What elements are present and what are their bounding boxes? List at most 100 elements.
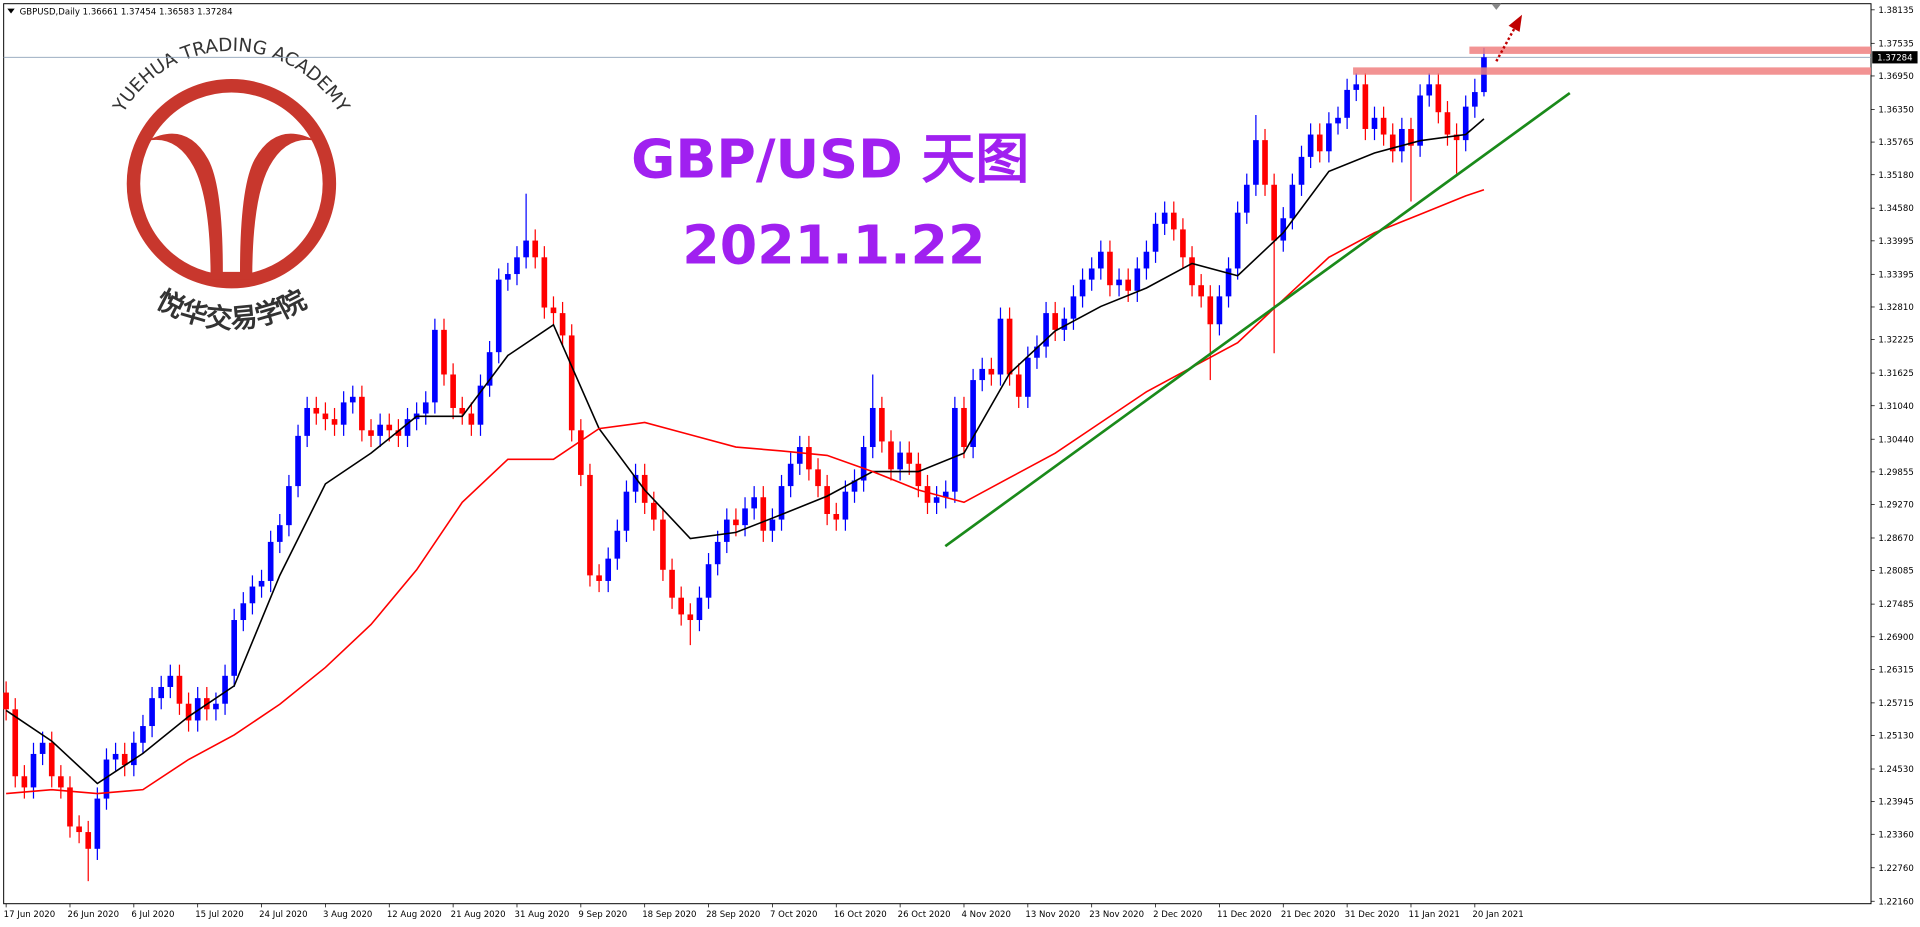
candle-body (1353, 84, 1360, 90)
candle-body (751, 497, 757, 509)
candle-body (1107, 251, 1113, 286)
y-tick-label: 1.24530 (1878, 765, 1913, 775)
candle-body (614, 530, 621, 559)
y-tick-label: 1.23945 (1878, 798, 1913, 808)
candle-body (131, 742, 137, 766)
candle-body (349, 396, 356, 403)
candle-body (687, 614, 694, 621)
x-tick-label: 31 Dec 2020 (1345, 910, 1400, 920)
y-tick-label: 1.36950 (1878, 72, 1913, 82)
y-tick-label: 1.36350 (1878, 105, 1913, 115)
x-tick-label: 21 Aug 2020 (451, 910, 506, 920)
candle-body (468, 413, 475, 425)
candle-body (1262, 140, 1268, 185)
x-tick-label: 16 Oct 2020 (834, 910, 887, 920)
y-tick-label: 1.35180 (1878, 171, 1913, 181)
candle-body (1335, 117, 1341, 124)
candle-body (933, 497, 940, 503)
candle-body (696, 597, 703, 621)
candle-body (1399, 128, 1405, 152)
candle-body (1462, 106, 1469, 141)
candle-body (185, 703, 192, 721)
candle-body (94, 798, 101, 849)
candle-body (796, 447, 803, 464)
x-tick-label: 26 Jun 2020 (68, 910, 120, 920)
candle-body (450, 374, 456, 408)
candle-body (815, 469, 821, 487)
candle-body (222, 675, 228, 704)
candle-body (340, 402, 347, 425)
candle-body (1134, 268, 1141, 291)
candle-body (377, 424, 383, 436)
candle-body (1280, 218, 1287, 241)
x-tick-label: 3 Aug 2020 (323, 910, 372, 920)
y-tick-label: 1.28670 (1878, 534, 1913, 544)
candle-body (824, 486, 830, 514)
y-tick-label: 1.27485 (1878, 600, 1913, 610)
candle-body (906, 452, 913, 464)
candle-body (76, 826, 82, 833)
x-tick-label: 31 Aug 2020 (515, 910, 570, 920)
y-tick-label: 1.28085 (1878, 567, 1913, 577)
candle-body (1207, 296, 1214, 325)
candle-body (860, 447, 867, 481)
x-tick-label: 11 Dec 2020 (1217, 910, 1272, 920)
candle-body (596, 575, 602, 581)
candle-body (1453, 134, 1460, 141)
x-tick-label: 15 Jul 2020 (195, 910, 243, 920)
candle-body (176, 675, 183, 704)
candle-body (879, 407, 885, 442)
candle-body (1006, 318, 1013, 375)
candle-body (1161, 212, 1168, 224)
candle-body (559, 313, 566, 336)
candle-body (304, 407, 310, 436)
candle-body (140, 726, 146, 743)
candle-body (286, 486, 292, 526)
candle-body (888, 441, 894, 470)
candle-body (678, 597, 684, 615)
y-tick-label: 1.29270 (1878, 501, 1913, 511)
header-low: 1.36583 (159, 8, 194, 18)
resistance-band (1353, 67, 1872, 75)
candle-body (12, 709, 19, 777)
candle-body (760, 497, 767, 531)
x-tick-label: 17 Jun 2020 (4, 910, 56, 920)
candle-body (313, 407, 320, 414)
candle-body (48, 742, 55, 777)
candle-body (1362, 84, 1369, 129)
candle-body (258, 580, 265, 587)
candle-body (952, 407, 958, 492)
candle-body (733, 519, 739, 526)
y-tick-label: 1.25715 (1878, 699, 1913, 709)
x-tick-label: 9 Sep 2020 (578, 910, 627, 920)
candle-body (149, 698, 155, 727)
candle-body (1417, 95, 1423, 146)
y-tick-label: 1.25130 (1878, 732, 1913, 742)
candle-body (249, 586, 256, 604)
candle-body (897, 452, 903, 470)
candle-body (723, 519, 730, 542)
candle-body (1289, 184, 1296, 219)
x-tick-label: 20 Jan 2021 (1472, 910, 1523, 920)
candle-body (112, 753, 119, 760)
candle-body (970, 380, 976, 448)
candle-body (1371, 117, 1378, 129)
arrow-line (1495, 25, 1517, 62)
candle-body (623, 491, 630, 531)
candle-body (1380, 117, 1387, 135)
x-tick-label: 24 Jul 2020 (259, 910, 307, 920)
candle-body (1243, 184, 1250, 213)
candle-body (1216, 296, 1223, 325)
candle-body (395, 430, 402, 436)
candle-body (1298, 156, 1305, 185)
candle-body (961, 407, 967, 448)
candle-body (1435, 84, 1442, 113)
candle-body (1307, 134, 1314, 157)
candle-body (550, 307, 557, 314)
moving-average (5, 118, 1485, 785)
candle-body (915, 463, 922, 487)
candle-body (1088, 268, 1095, 280)
candle-body (295, 435, 301, 487)
